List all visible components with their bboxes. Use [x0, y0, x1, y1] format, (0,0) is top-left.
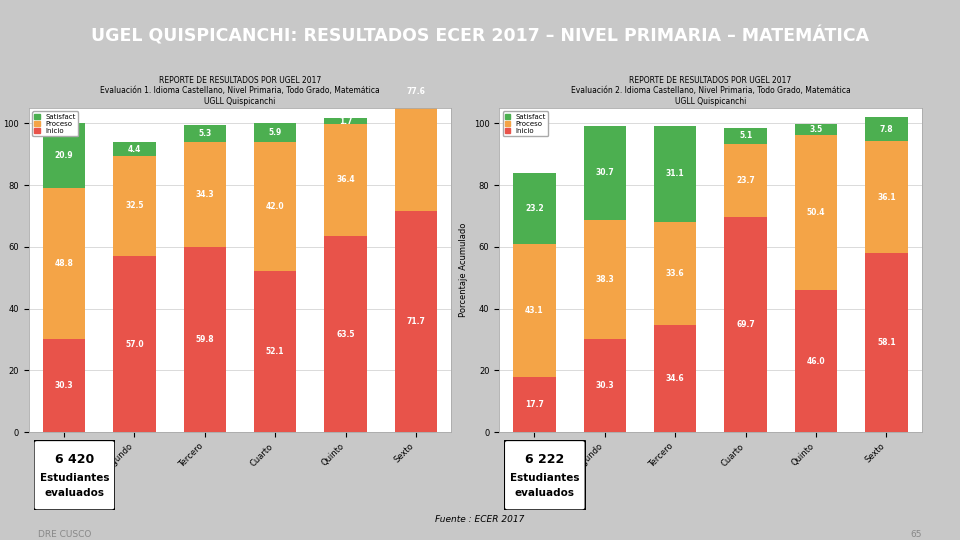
Bar — [43, 188, 85, 339]
Bar — [43, 124, 85, 188]
Text: 7.8: 7.8 — [879, 125, 893, 134]
Text: Fuente : ECER 2017: Fuente : ECER 2017 — [435, 515, 525, 524]
Text: 34.6: 34.6 — [666, 374, 684, 383]
Text: 17.7: 17.7 — [525, 400, 543, 409]
Legend: Satisfact, Proceso, Inicio: Satisfact, Proceso, Inicio — [503, 111, 548, 136]
Text: 1.7: 1.7 — [339, 117, 352, 126]
Bar — [584, 220, 626, 339]
Text: DRE CUSCO: DRE CUSCO — [38, 530, 92, 538]
Bar — [113, 256, 156, 432]
Text: 30.3: 30.3 — [55, 381, 73, 390]
Bar — [654, 221, 696, 325]
Bar — [725, 144, 767, 217]
Text: 5.1: 5.1 — [739, 131, 753, 140]
Text: 34.3: 34.3 — [196, 190, 214, 199]
Text: evaluados: evaluados — [515, 489, 575, 498]
Bar — [254, 141, 297, 271]
Text: 31.1: 31.1 — [666, 169, 684, 178]
Text: Estudiantes: Estudiantes — [510, 473, 580, 483]
Text: 36.1: 36.1 — [877, 193, 896, 201]
Bar — [183, 247, 226, 432]
FancyBboxPatch shape — [34, 440, 115, 510]
Bar — [795, 124, 837, 134]
Bar — [795, 290, 837, 432]
Bar — [113, 156, 156, 256]
Text: 33.6: 33.6 — [666, 269, 684, 278]
Text: 71.7: 71.7 — [407, 317, 425, 326]
Text: 43.1: 43.1 — [525, 306, 543, 315]
Text: 69.7: 69.7 — [736, 320, 755, 329]
Bar — [514, 173, 556, 245]
Text: 20.9: 20.9 — [55, 151, 73, 160]
Text: 59.8: 59.8 — [196, 335, 214, 344]
Text: 36.4: 36.4 — [336, 176, 355, 184]
Text: 30.3: 30.3 — [595, 381, 614, 390]
Title: REPORTE DE RESULTADOS POR UGEL 2017
Evaluación 1. Idioma Castellano, Nivel Prima: REPORTE DE RESULTADOS POR UGEL 2017 Eval… — [100, 76, 380, 106]
Text: 46.0: 46.0 — [806, 356, 826, 366]
Bar — [584, 126, 626, 220]
Title: REPORTE DE RESULTADOS POR UGEL 2017
Evaluación 2. Idioma Castellano, Nivel Prima: REPORTE DE RESULTADOS POR UGEL 2017 Eval… — [570, 76, 851, 106]
Bar — [254, 124, 297, 141]
Text: 57.0: 57.0 — [125, 340, 144, 348]
Bar — [865, 141, 907, 253]
Text: 48.8: 48.8 — [55, 259, 73, 268]
Bar — [183, 125, 226, 141]
Text: 6 420: 6 420 — [55, 453, 94, 466]
Bar — [183, 141, 226, 247]
Text: 6 222: 6 222 — [525, 453, 564, 466]
Text: UGEL QUISPICANCHI: RESULTADOS ECER 2017 – NIVEL PRIMARIA – MATEMÁTICA: UGEL QUISPICANCHI: RESULTADOS ECER 2017 … — [91, 26, 869, 45]
Bar — [725, 217, 767, 432]
Text: 77.6: 77.6 — [407, 86, 425, 96]
Bar — [254, 271, 297, 432]
Bar — [395, 211, 437, 432]
Legend: Satisfact, Proceso, Inicio: Satisfact, Proceso, Inicio — [33, 111, 78, 136]
Text: 32.5: 32.5 — [125, 201, 144, 211]
Text: 58.1: 58.1 — [877, 338, 896, 347]
Bar — [584, 339, 626, 432]
Bar — [324, 124, 367, 236]
Bar — [395, 0, 437, 211]
Text: 5.9: 5.9 — [269, 128, 282, 137]
Bar — [725, 128, 767, 144]
Text: 50.4: 50.4 — [806, 208, 826, 217]
FancyBboxPatch shape — [504, 440, 586, 510]
Text: evaluados: evaluados — [44, 489, 105, 498]
Bar — [514, 245, 556, 377]
Text: 65: 65 — [910, 530, 922, 538]
Bar — [795, 134, 837, 290]
Text: 42.0: 42.0 — [266, 202, 284, 211]
Text: 23.7: 23.7 — [736, 176, 755, 185]
Bar — [324, 118, 367, 124]
Text: Estudiantes: Estudiantes — [39, 473, 109, 483]
Text: 23.2: 23.2 — [525, 204, 543, 213]
Bar — [43, 339, 85, 432]
Bar — [514, 377, 556, 432]
Text: 38.3: 38.3 — [595, 275, 614, 284]
Bar — [654, 126, 696, 221]
Bar — [654, 325, 696, 432]
Bar — [865, 253, 907, 432]
Y-axis label: Porcentaje Acumulado: Porcentaje Acumulado — [459, 223, 468, 317]
Text: 3.5: 3.5 — [809, 125, 823, 133]
Bar — [865, 117, 907, 141]
Bar — [324, 236, 367, 432]
Text: 63.5: 63.5 — [336, 329, 355, 339]
Bar — [113, 142, 156, 156]
Text: 5.3: 5.3 — [198, 129, 211, 138]
Text: 30.7: 30.7 — [595, 168, 614, 178]
Text: 4.4: 4.4 — [128, 145, 141, 153]
Text: 52.1: 52.1 — [266, 347, 284, 356]
